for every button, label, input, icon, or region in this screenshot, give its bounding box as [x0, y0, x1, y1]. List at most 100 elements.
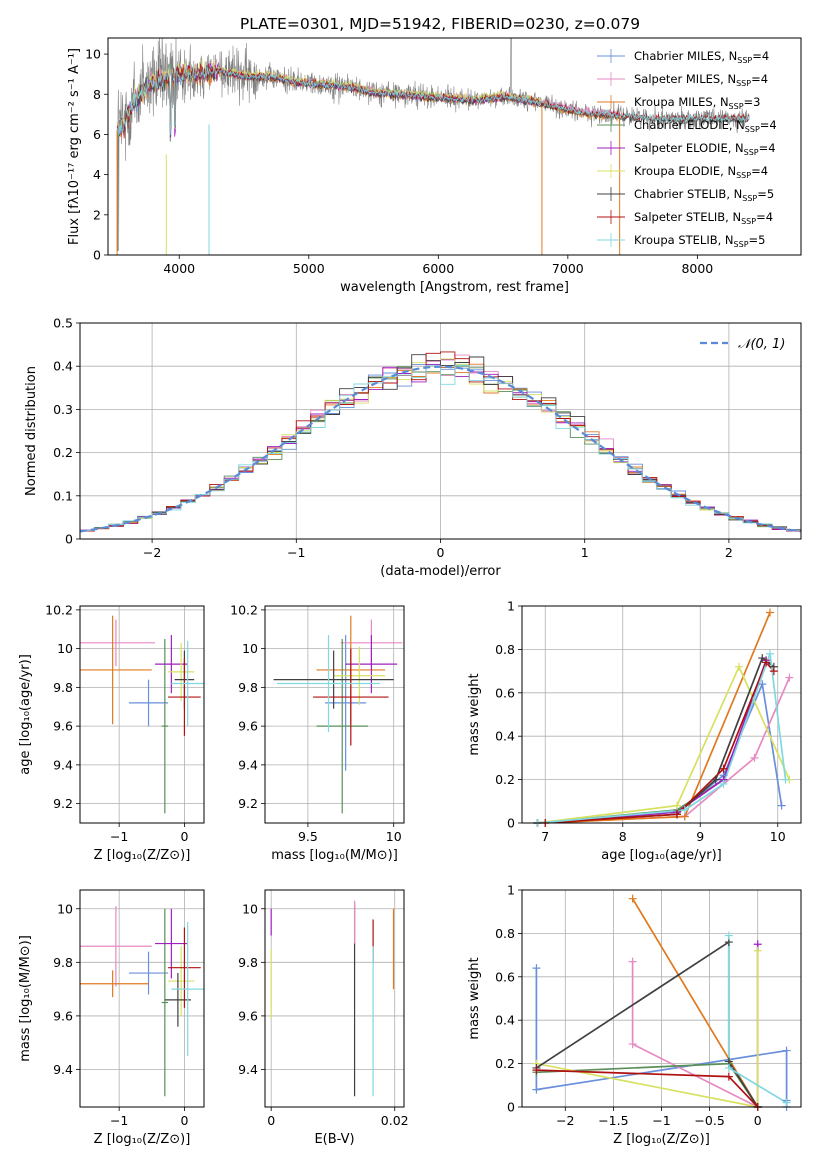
x-tick-label: 5000 [293, 261, 325, 276]
y-tick-label: 9.8 [238, 955, 258, 970]
plot-area [537, 612, 791, 823]
y-tick-label: 0.4 [495, 729, 515, 744]
series-line-chabrier-stelib [535, 940, 759, 1107]
series-marker [781, 775, 790, 784]
x-axis-label: (data-model)/error [380, 564, 501, 579]
x-tick-label: 10 [770, 829, 786, 844]
x-tick-label: −1 [652, 1113, 670, 1128]
y-tick-label: 10 [85, 47, 101, 62]
panel-mass-vs-ebv: 0 0.02 9.4 9.6 9.8 10 E(B-V) [238, 889, 409, 1147]
model-line-kroupa-stelib [116, 64, 750, 136]
y-tick-label: 1 [507, 883, 515, 898]
y-tick-label: 9.4 [238, 757, 258, 772]
x-tick-label: −1 [110, 829, 128, 844]
series-marker [785, 673, 794, 682]
series-marker [753, 946, 762, 955]
y-tick-label: 10 [242, 641, 258, 656]
plot-area [80, 351, 801, 539]
y-axis-label: Flux [fλ10⁻¹⁷ erg cm⁻² s⁻¹ A⁻¹] [67, 48, 82, 245]
y-tick-label: 0.6 [495, 685, 515, 700]
y-axis-label: mass weight [467, 957, 482, 1039]
y-tick-label: 0.2 [53, 445, 73, 460]
x-axis-label: Z [log₁₀(Z/Z⊙)] [94, 848, 191, 863]
series-marker [628, 957, 637, 966]
plot-area [116, 38, 750, 255]
normal-curve [80, 365, 801, 533]
y-tick-label: 9.8 [53, 680, 73, 695]
y-tick-label: 10.2 [45, 602, 73, 617]
x-tick-label: −1.5 [598, 1113, 628, 1128]
series-line-chabrier-elodie [537, 662, 767, 823]
series-line-kroupa-elodie [536, 950, 759, 1107]
x-tick-label: −2 [143, 545, 161, 560]
series-marker [719, 779, 728, 788]
y-tick-label: 1 [507, 599, 515, 614]
series-marker [711, 775, 720, 784]
x-tick-label: −0.5 [694, 1113, 724, 1128]
x-tick-label: 6000 [422, 261, 454, 276]
x-axis-label: wavelength [Angstrom, rest frame] [340, 280, 569, 295]
series-marker [532, 964, 541, 973]
series-marker [758, 680, 767, 689]
series-line-kroupa-stelib [537, 653, 787, 823]
y-tick-label: 9.2 [53, 796, 73, 811]
legend-label: Salpeter ELODIE, NSSP=4 [634, 141, 776, 157]
series-marker [724, 1072, 733, 1081]
y-tick-label: 9.4 [53, 1062, 73, 1077]
x-tick-label: 2 [725, 545, 733, 560]
y-axis-label: mass weight [467, 673, 482, 755]
legend-label: Salpeter STELIB, NSSP=4 [634, 210, 773, 226]
legend-label: 𝒩(0, 1) [738, 337, 785, 352]
series-marker [762, 658, 771, 667]
x-tick-label: 8 [619, 829, 627, 844]
x-axis-label: Z [log₁₀(Z/Z⊙)] [613, 1132, 710, 1147]
series-marker [766, 649, 774, 658]
panel-age-vs-Z: −1 0 9.2 9.4 9.6 9.8 10 10.2 Z [log₁₀(Z/Z⊙)] age … [18, 602, 205, 863]
series-marker [628, 1040, 637, 1049]
x-tick-label: 8000 [681, 261, 713, 276]
x-tick-label: 9.5 [298, 829, 318, 844]
y-tick-label: 0 [65, 532, 73, 547]
axes-frame [79, 889, 205, 1108]
y-tick-label: 0.4 [495, 1013, 515, 1028]
series-marker [735, 662, 743, 671]
x-tick-label: 0 [267, 1113, 275, 1128]
x-axis-label: Z [log₁₀(Z/Z⊙)] [94, 1132, 191, 1147]
legend-label: Chabrier MILES, NSSP=4 [634, 49, 769, 65]
series-marker [532, 1085, 541, 1094]
axes-frame [79, 322, 802, 540]
panel-residuals: −2 −1 0 1 2 0 0.1 0.2 0.3 0.4 0.5 (data-model)/erro… [24, 316, 802, 579]
axes-frame [79, 605, 205, 824]
axes-frame [521, 605, 802, 824]
model-line-chabrier-stelib [116, 64, 750, 142]
series-line-salpeter-miles [631, 961, 759, 1107]
panel-mass-vs-Z: −1 0 9.4 9.6 9.8 10 Z [log₁₀(Z/Z⊙)] mass [log₁₀… [18, 889, 205, 1147]
series-marker [673, 810, 681, 819]
y-tick-label: 0.2 [495, 1056, 515, 1071]
y-tick-label: 0.3 [53, 402, 73, 417]
y-tick-label: 0 [93, 248, 101, 263]
axes-frame [107, 37, 802, 256]
y-tick-label: 0.8 [495, 926, 515, 941]
panel-mass-weight-vs-age: 7 8 9 10 0 0.2 0.4 0.6 0.8 1 age [log₁₀(age/yr)] ma… [467, 599, 802, 863]
y-tick-label: 0.8 [495, 642, 515, 657]
series-line-kroupa-elodie [537, 664, 791, 823]
y-tick-label: 6 [93, 127, 101, 142]
plot-area [80, 615, 204, 814]
plot-area [80, 906, 204, 1097]
panel-mass-weight-vs-Z: −2 −1.5 −1 −0.5 0 0 0.2 0.4 0.6 0.8 1 Z [log₁₀(Z/Z⊙… [467, 883, 802, 1147]
y-tick-label: 0.1 [53, 488, 73, 503]
series-marker [758, 654, 767, 663]
y-tick-label: 4 [93, 167, 101, 182]
x-tick-label: 0 [437, 545, 445, 560]
y-tick-label: 10 [57, 641, 73, 656]
y-tick-label: 10 [57, 901, 73, 916]
y-tick-label: 9.2 [238, 796, 258, 811]
series-marker [750, 753, 759, 762]
model-line-kroupa-elodie [116, 58, 543, 137]
x-axis-label: E(B-V) [314, 1132, 354, 1147]
x-tick-label: 7000 [552, 261, 584, 276]
y-tick-label: 9.8 [238, 680, 258, 695]
